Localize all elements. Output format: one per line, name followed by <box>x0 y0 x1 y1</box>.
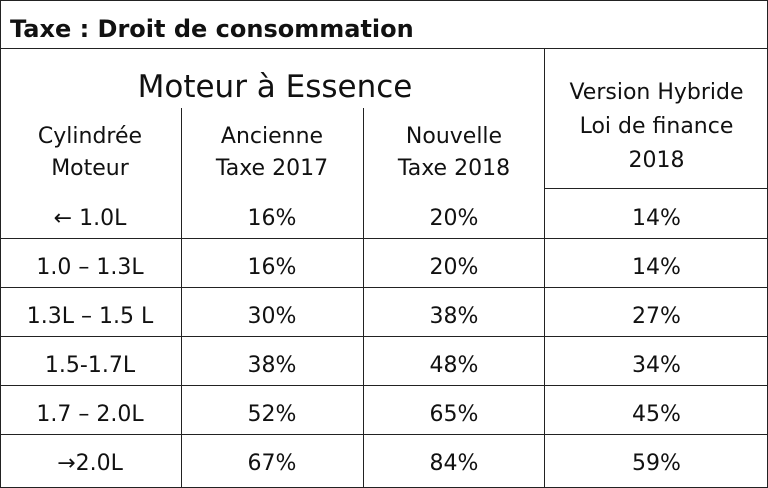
row-divider-4 <box>0 385 768 386</box>
cell-nouvelle: 38% <box>429 304 479 329</box>
cell-ancienne: 38% <box>247 353 297 378</box>
cell-ancienne: 67% <box>247 451 297 476</box>
cell-hybride: 14% <box>632 206 681 231</box>
cell-hybride: 27% <box>632 304 681 329</box>
cell-hybride: 14% <box>632 255 681 280</box>
cell-hybride: 34% <box>632 353 681 378</box>
cell-ancienne: 16% <box>247 206 297 231</box>
header-hybride-line1: Version Hybride <box>569 80 744 105</box>
col-divider-3 <box>544 48 545 488</box>
cell-cylindree: →2.0L <box>57 451 123 476</box>
cell-hybride: 45% <box>632 402 681 427</box>
col-divider-1 <box>181 108 182 488</box>
table-title: Taxe : Droit de consommation <box>10 15 414 43</box>
cell-cylindree: 1.3L – 1.5 L <box>26 304 154 329</box>
cell-nouvelle: 65% <box>429 402 479 427</box>
row-divider-3 <box>0 336 768 337</box>
cell-nouvelle: 84% <box>429 451 479 476</box>
hybride-header-divider <box>545 188 768 189</box>
cell-cylindree: ← 1.0L <box>53 206 127 231</box>
header-ancienne-line1: Ancienne <box>220 124 324 149</box>
cell-ancienne: 52% <box>247 402 297 427</box>
cell-ancienne: 30% <box>247 304 297 329</box>
row-divider-2 <box>0 287 768 288</box>
header-cylindree-line1: Cylindrée <box>37 124 143 149</box>
cell-cylindree: 1.7 – 2.0L <box>36 402 144 427</box>
cell-nouvelle: 20% <box>429 206 479 231</box>
cell-cylindree: 1.0 – 1.3L <box>36 255 144 280</box>
header-cylindree-line2: Moteur <box>51 156 129 181</box>
cell-nouvelle: 48% <box>429 353 479 378</box>
header-hybride-line2: Loi de finance <box>579 114 734 139</box>
row-divider-1 <box>0 238 768 239</box>
row-divider-5 <box>0 434 768 435</box>
header-nouvelle-line1: Nouvelle <box>405 124 503 149</box>
title-divider <box>0 48 768 49</box>
group-header-essence: Moteur à Essence <box>137 69 413 105</box>
cell-nouvelle: 20% <box>429 255 479 280</box>
cell-cylindree: 1.5-1.7L <box>44 353 136 378</box>
header-nouvelle-line2: Taxe 2018 <box>397 156 511 181</box>
cell-hybride: 59% <box>632 451 681 476</box>
cell-ancienne: 16% <box>247 255 297 280</box>
header-hybride-line3: 2018 <box>628 148 685 173</box>
col-divider-2 <box>363 108 364 488</box>
header-ancienne-line2: Taxe 2017 <box>215 156 329 181</box>
